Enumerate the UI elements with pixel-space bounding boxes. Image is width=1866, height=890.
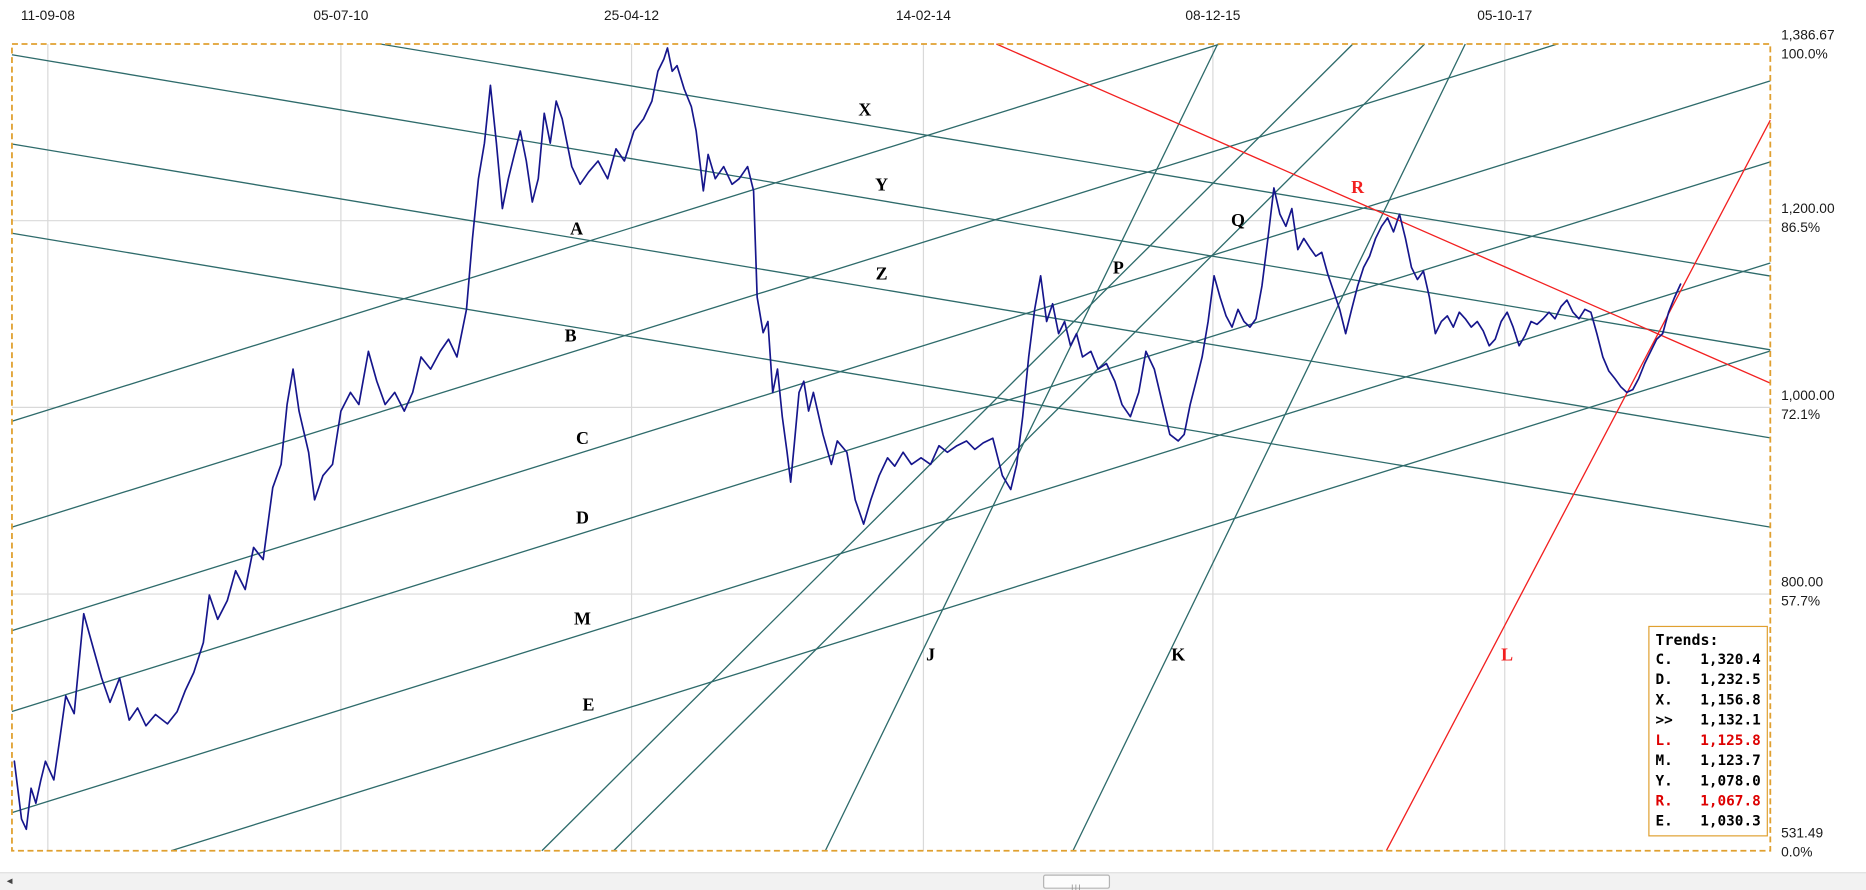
date-axis-label: 05-10-17	[1477, 9, 1533, 24]
date-axis-label: 05-07-10	[313, 9, 369, 24]
legend-key: C.	[1655, 650, 1673, 668]
legend-value: 1,078.0	[1700, 772, 1761, 789]
legend-row-current: >> 1,132.1	[1655, 710, 1760, 730]
price-axis-label: 1,200.00	[1781, 202, 1835, 217]
legend-row-x: X. 1,156.8	[1655, 690, 1760, 710]
legend-key: >>	[1655, 711, 1673, 729]
legend-row-e: E. 1,030.3	[1655, 811, 1760, 831]
legend-value: 1,123.7	[1700, 751, 1761, 769]
trend-label-D: D	[576, 508, 589, 528]
date-axis-label: 11-09-08	[20, 9, 75, 24]
trend-line-A	[11, 43, 1221, 422]
trend-label-C: C	[576, 428, 589, 448]
trend-label-K: K	[1171, 644, 1185, 664]
trend-line-Z	[11, 143, 1771, 439]
scrollbar-thumb-grip-icon: |||	[1071, 882, 1083, 890]
trend-line-D	[11, 161, 1771, 713]
trend-label-P: P	[1113, 258, 1124, 278]
trend-label-X: X	[858, 99, 871, 119]
legend-value: 1,232.5	[1700, 671, 1761, 688]
price-series-line	[13, 47, 1682, 831]
legend-value: 1,030.3	[1700, 812, 1761, 830]
price-axis-label: 531.49	[1781, 826, 1824, 842]
trend-line-J	[824, 43, 1219, 852]
trend-line-K	[1072, 43, 1466, 852]
trend-label-J: J	[926, 644, 935, 664]
legend-key: X.	[1655, 691, 1673, 708]
trend-line-B	[11, 43, 1558, 528]
trend-line-L	[1385, 119, 1771, 852]
legend-rows: C. 1,320.4 D. 1,232.5 X. 1,156.8 >> 1,132.1 L. 1,…	[1655, 650, 1760, 832]
trend-label-Q: Q	[1231, 210, 1245, 230]
scrollbar-thumb[interactable]: |||	[1043, 874, 1111, 890]
trend-label-Z: Z	[876, 264, 888, 284]
date-axis-label: 14-02-14	[895, 9, 951, 24]
trend-label-R: R	[1351, 177, 1365, 197]
legend-key: R.	[1655, 792, 1673, 810]
legend-row-c: C. 1,320.4	[1655, 650, 1760, 670]
trends-legend: Trends: C. 1,320.4 D. 1,232.5 X. 1,156.8 >> 1,1…	[1648, 625, 1768, 837]
trend-line-Y	[11, 54, 1771, 351]
date-axis-label: 08-12-15	[1185, 9, 1241, 24]
trend-label-A: A	[570, 218, 583, 238]
legend-row-l: L. 1,125.8	[1655, 731, 1760, 751]
legend-value: 1,320.4	[1700, 650, 1761, 668]
trend-line-M	[11, 262, 1771, 814]
trend-label-E: E	[583, 694, 595, 714]
legend-value: 1,125.8	[1700, 731, 1761, 749]
trend-line-R	[996, 43, 1771, 384]
legend-key: M.	[1655, 751, 1673, 769]
legend-key: L.	[1655, 731, 1673, 749]
legend-row-y: Y. 1,078.0	[1655, 771, 1760, 791]
trend-line-P	[541, 43, 1354, 852]
legend-row-d: D. 1,232.5	[1655, 670, 1760, 690]
trend-label-B: B	[565, 326, 577, 346]
trend-line-W	[11, 232, 1771, 528]
horizontal-scrollbar[interactable]: ◄ |||	[0, 872, 1866, 890]
trend-label-Y: Y	[875, 174, 888, 194]
trend-line-X	[380, 43, 1771, 277]
percent-axis-label: 86.5%	[1781, 221, 1821, 236]
trend-label-M: M	[574, 609, 591, 629]
legend-value: 1,156.8	[1700, 691, 1761, 708]
price-axis-label: 1,000.00	[1781, 389, 1835, 404]
scrollbar-left-arrow-icon[interactable]: ◄	[4, 875, 15, 887]
legend-value: 1,132.1	[1700, 711, 1761, 729]
legend-key: E.	[1655, 812, 1673, 830]
percent-axis-label: 100.0%	[1781, 47, 1828, 62]
price-axis-label: 1,386.67	[1781, 28, 1835, 43]
price-axis-label: 800.00	[1781, 575, 1824, 591]
legend-key: Y.	[1655, 772, 1673, 789]
legend-key: D.	[1655, 671, 1673, 688]
legend-row-m: M. 1,123.7	[1655, 751, 1760, 771]
trend-line-C	[11, 80, 1771, 632]
legend-title: Trends:	[1655, 630, 1719, 649]
trend-line-E	[170, 350, 1771, 852]
legend-row-r: R. 1,067.8	[1655, 791, 1760, 811]
percent-axis-label: 72.1%	[1781, 408, 1821, 423]
chart-border	[11, 43, 1772, 852]
trend-label-L: L	[1501, 644, 1513, 664]
date-axis-label: 25-04-12	[604, 9, 660, 24]
percent-axis-label: 0.0%	[1781, 845, 1813, 861]
legend-value: 1,067.8	[1700, 792, 1761, 810]
percent-axis-label: 57.7%	[1781, 594, 1821, 610]
